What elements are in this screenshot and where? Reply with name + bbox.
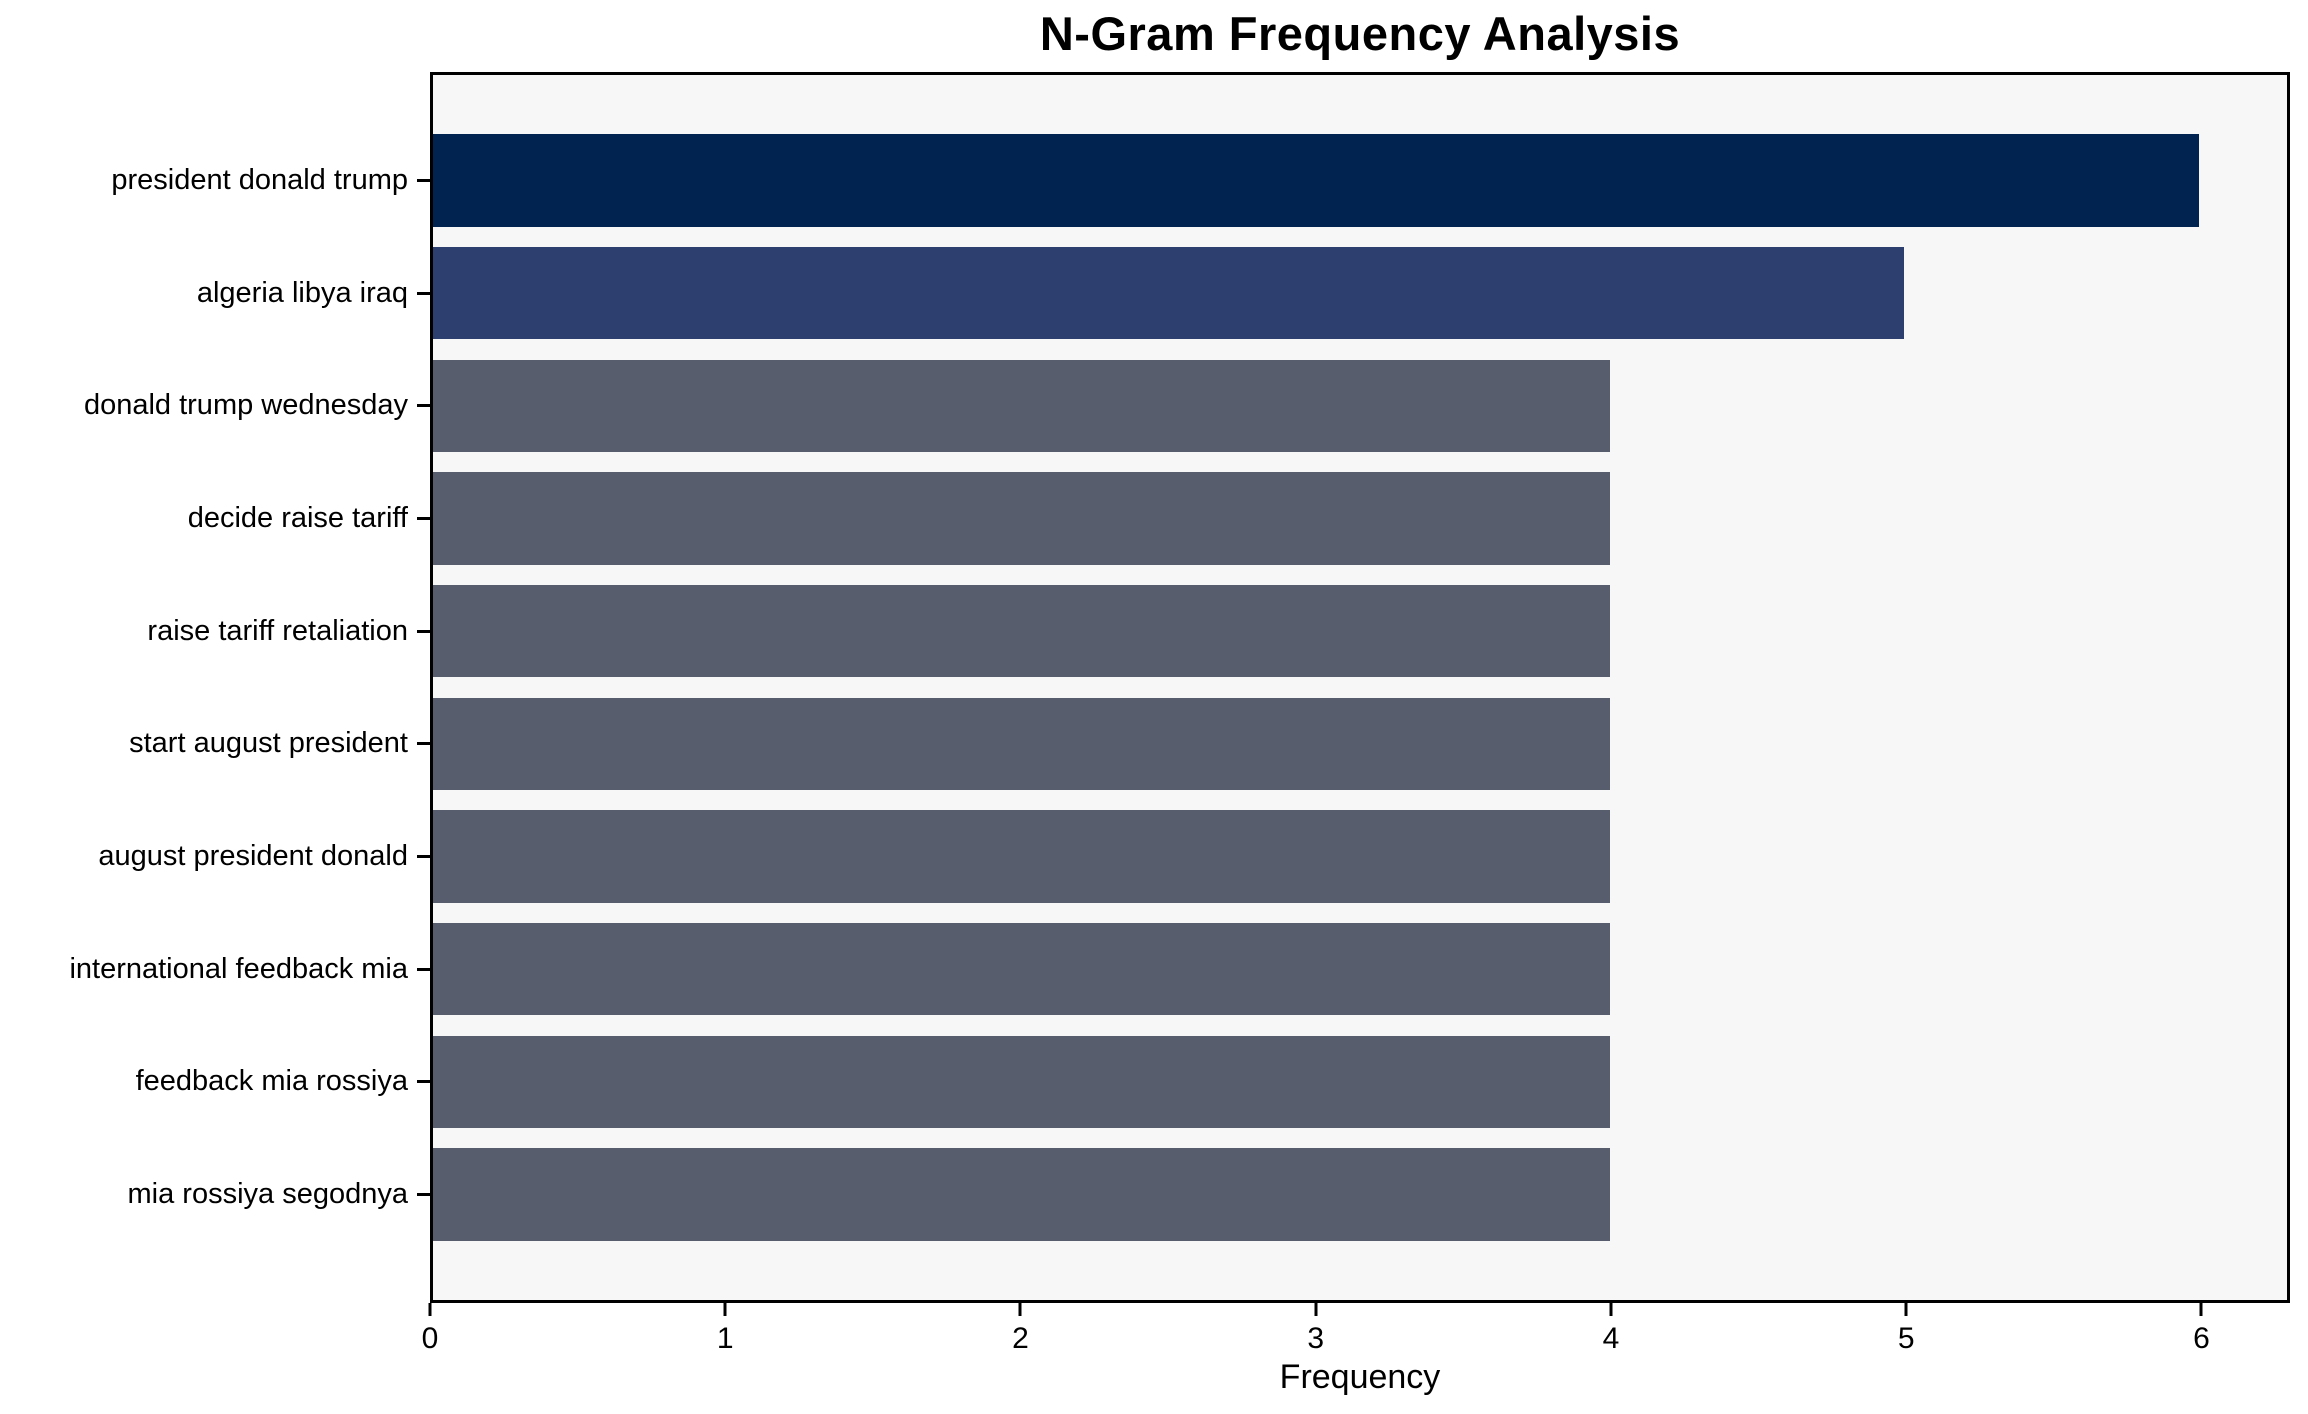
bar-row <box>433 237 2287 350</box>
y-tick-mark <box>417 1193 430 1197</box>
y-tick-label: algeria libya iraq <box>196 276 408 309</box>
y-tick-label: august president donald <box>98 840 408 873</box>
y-tick-row: feedback mia rossiya <box>0 1026 430 1139</box>
y-tick-row: international feedback mia <box>0 913 430 1026</box>
chart-title: N-Gram Frequency Analysis <box>1039 7 1681 60</box>
y-tick-row: mia rossiya segodnya <box>0 1138 430 1251</box>
y-tick-row: algeria libya iraq <box>0 237 430 350</box>
bar-row <box>433 1138 2287 1251</box>
bar <box>433 1148 1611 1241</box>
x-tick-mark <box>428 1303 432 1316</box>
y-tick-row: august president donald <box>0 800 430 913</box>
bar <box>433 810 1611 903</box>
y-tick-row: start august president <box>0 688 430 801</box>
bar <box>433 246 1905 340</box>
x-axis-label: Frequency <box>1279 1358 1441 1396</box>
y-tick-mark <box>417 855 430 859</box>
bar <box>433 472 1611 565</box>
y-axis-gutter: president donald trump algeria libya iraq… <box>0 124 430 1251</box>
bar-row <box>433 575 2287 688</box>
x-tick-label: 5 <box>1897 1322 1915 1355</box>
y-tick-label: start august president <box>129 727 408 760</box>
x-tick-label: 6 <box>2193 1322 2210 1355</box>
y-tick-row: raise tariff retaliation <box>0 575 430 688</box>
bar-row <box>433 349 2287 462</box>
y-tick-row: president donald trump <box>0 124 430 237</box>
bar <box>433 134 2199 227</box>
bar-row <box>433 688 2287 801</box>
y-tick-label: president donald trump <box>111 163 408 196</box>
x-tick-mark <box>723 1303 727 1316</box>
x-tick-mark <box>2199 1303 2203 1316</box>
bar-row <box>433 1026 2287 1139</box>
y-tick-label: decide raise tariff <box>187 501 408 534</box>
y-tick-label: raise tariff retaliation <box>147 614 408 647</box>
bar <box>433 1035 1611 1129</box>
x-tick-label: 3 <box>1307 1322 1325 1355</box>
y-tick-mark <box>417 291 430 295</box>
bar-row <box>433 800 2287 913</box>
bar <box>433 697 1611 791</box>
x-axis: 0 1 2 3 4 5 6 <box>422 1303 2290 1373</box>
x-tick-label: 1 <box>716 1322 734 1355</box>
bar <box>433 584 1611 678</box>
x-tick-mark <box>1314 1303 1318 1316</box>
x-tick-label: 4 <box>1602 1322 1620 1355</box>
y-tick-label: feedback mia rossiya <box>135 1065 408 1098</box>
y-tick-row: donald trump wednesday <box>0 349 430 462</box>
y-tick-mark <box>417 404 430 408</box>
y-tick-mark <box>417 516 430 520</box>
y-tick-mark <box>417 742 430 746</box>
bar <box>433 359 1611 452</box>
y-tick-label: donald trump wednesday <box>83 389 408 422</box>
x-tick-mark <box>1904 1303 1908 1316</box>
y-tick-label: international feedback mia <box>69 952 408 985</box>
x-tick-mark <box>1609 1303 1613 1316</box>
y-tick-mark <box>417 629 430 633</box>
bars-area <box>433 124 2287 1251</box>
y-tick-mark <box>417 1080 430 1084</box>
bar-row <box>433 124 2287 237</box>
x-tick-label: 0 <box>421 1322 439 1355</box>
y-tick-mark <box>417 967 430 971</box>
bar-row <box>433 913 2287 1026</box>
bar <box>433 923 1611 1016</box>
x-tick-label: 2 <box>1012 1322 1029 1355</box>
plot-area <box>430 72 2290 1303</box>
y-tick-row: decide raise tariff <box>0 462 430 575</box>
x-tick-mark <box>1018 1303 1022 1316</box>
y-tick-label: mia rossiya segodnya <box>127 1178 408 1211</box>
bar-row <box>433 462 2287 575</box>
y-tick-mark <box>417 178 430 182</box>
